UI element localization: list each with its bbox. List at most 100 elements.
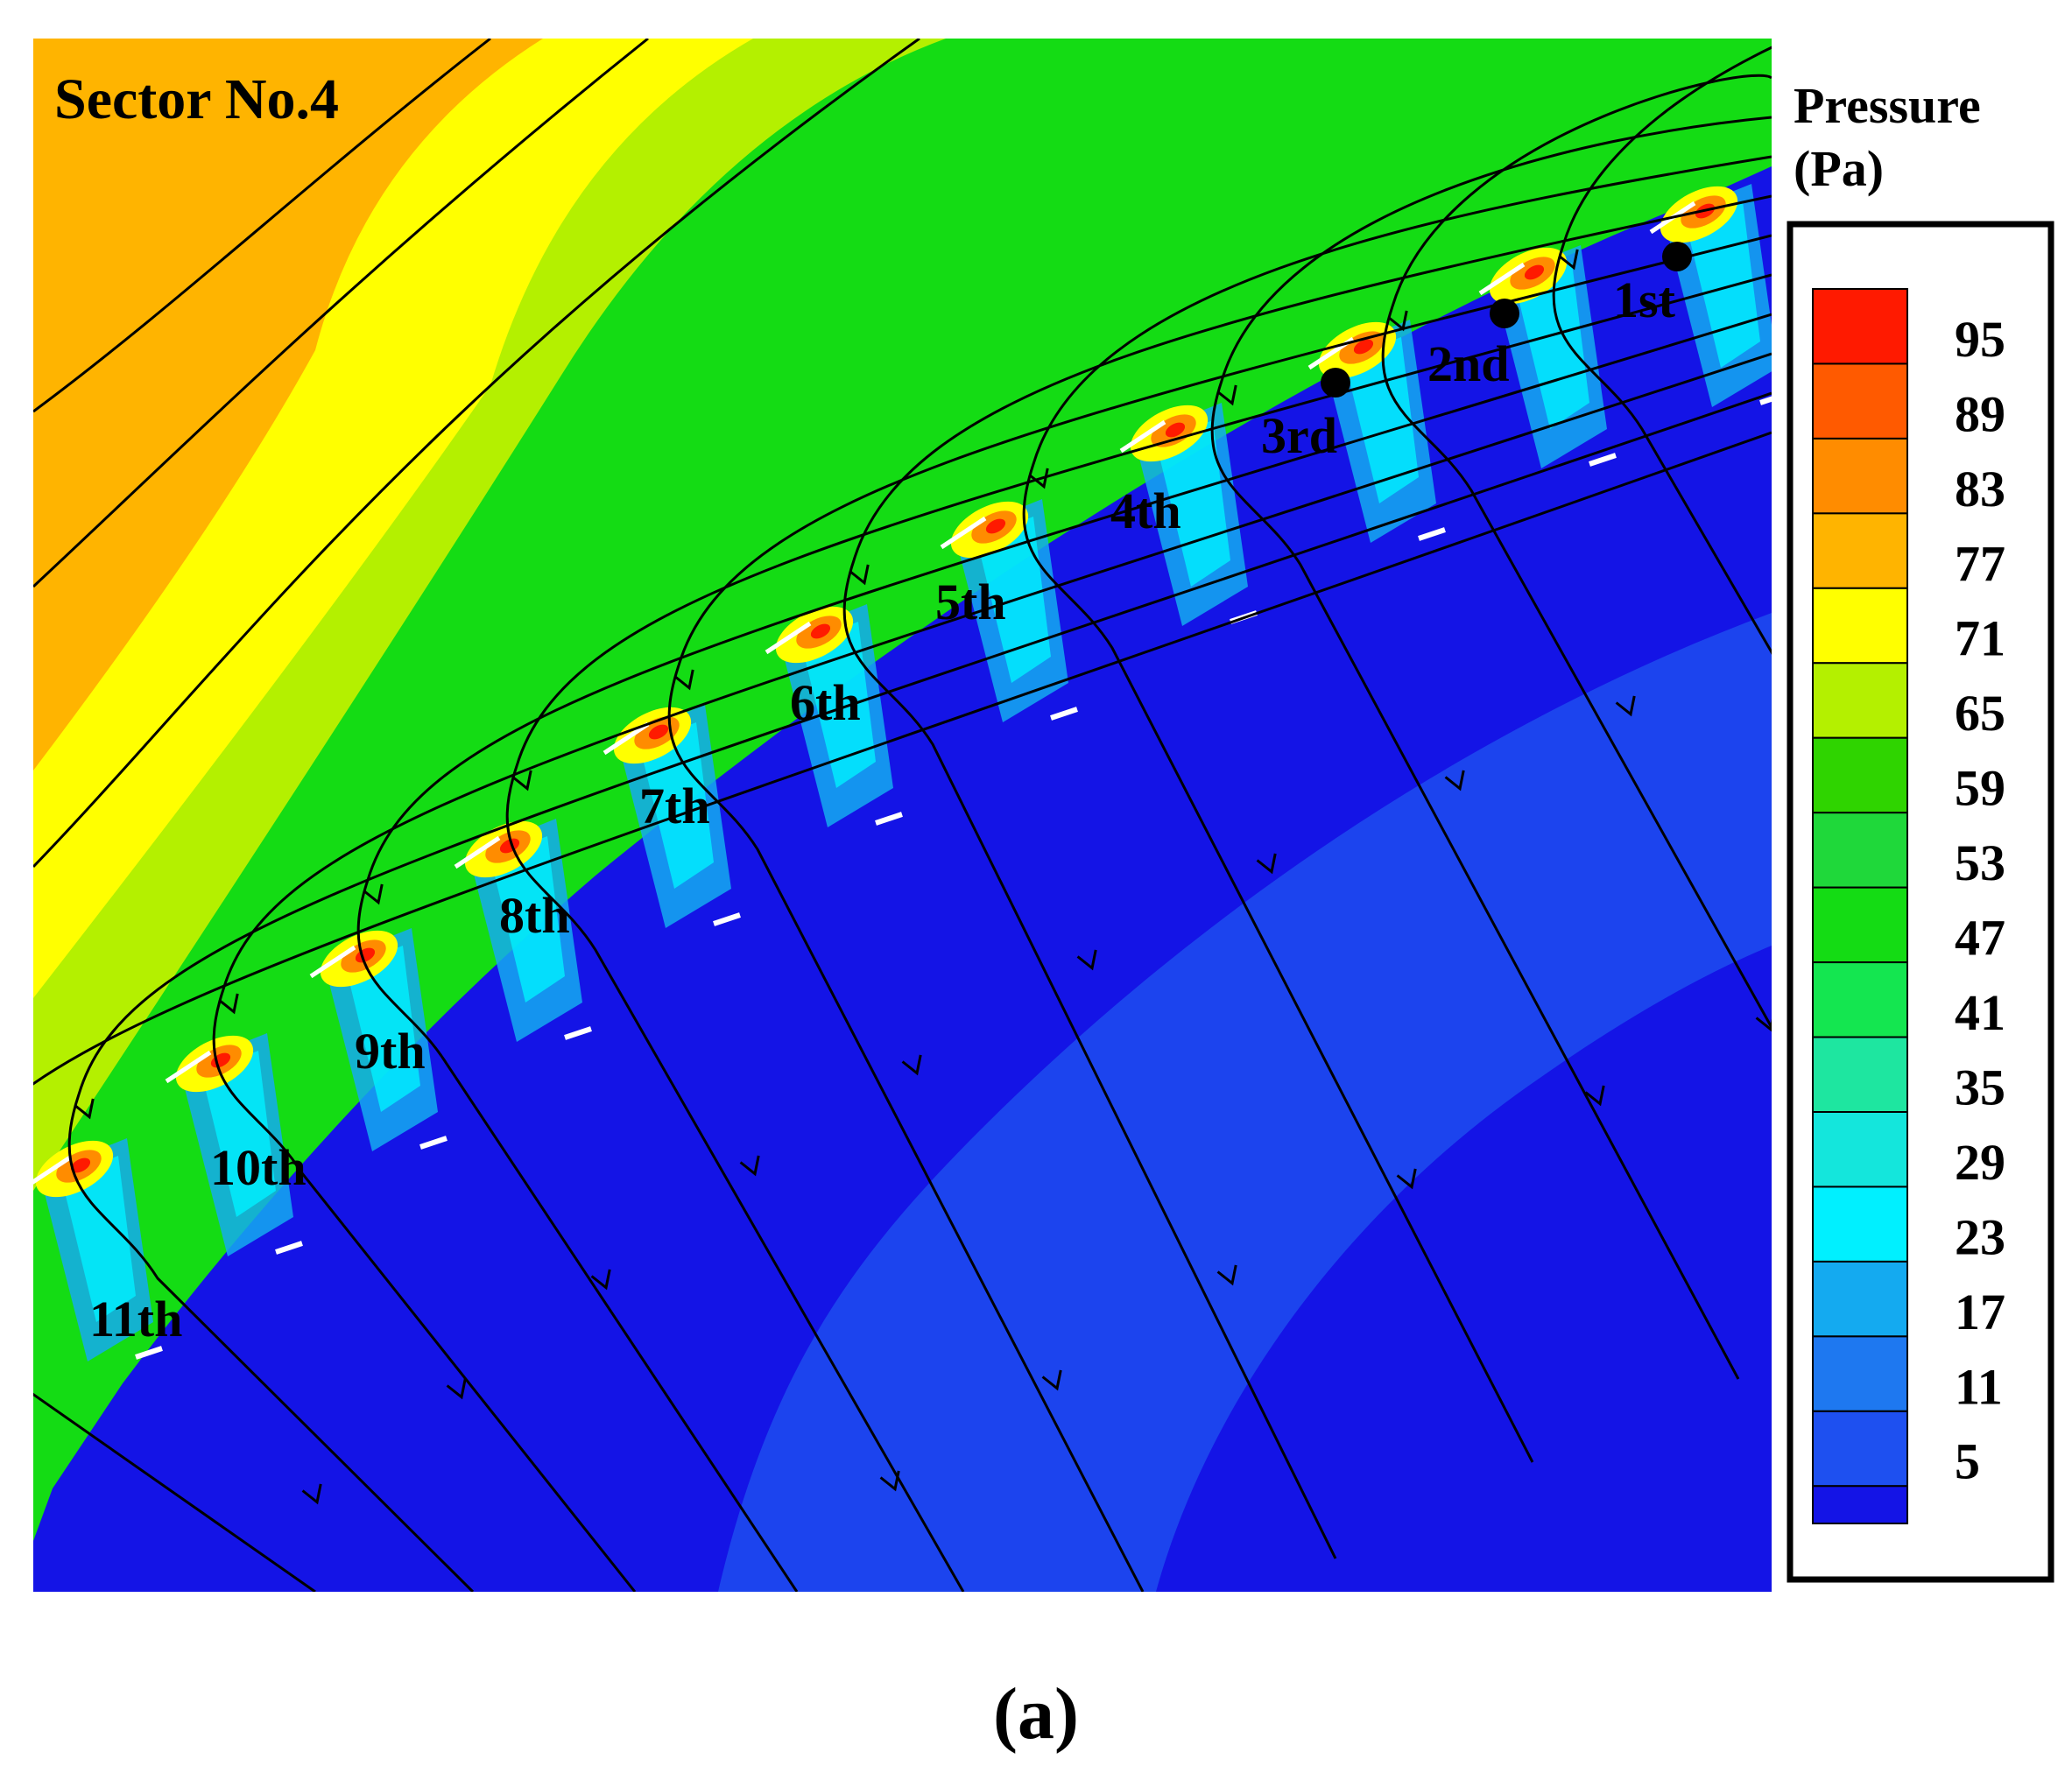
blade-edge <box>1119 419 1166 454</box>
blade-edge <box>33 1155 72 1185</box>
blade <box>603 705 741 928</box>
blade-edge <box>454 835 501 869</box>
blade-low-pressure <box>61 1156 136 1322</box>
legend-swatch <box>1812 886 1908 964</box>
pressure-legend: Pressure (Pa) 95 89 83 77 71 65 59 53 47 41 35 29 23… <box>1787 77 2054 1583</box>
streamline <box>667 234 1772 1592</box>
streamline-arrow <box>590 1269 611 1291</box>
blade-label: 7th <box>639 777 710 834</box>
streamline-arrow <box>1444 770 1465 792</box>
streamline-arrow <box>1558 249 1579 271</box>
streamline-arrow <box>849 564 870 586</box>
blade-label: 2nd <box>1427 335 1510 392</box>
blade-row <box>33 184 1772 1361</box>
legend-swatch <box>1812 437 1908 515</box>
legend-swatch <box>1812 1410 1908 1488</box>
blade <box>33 1138 163 1361</box>
streamline-outer <box>33 39 491 413</box>
blade-label: 6th <box>790 674 861 731</box>
legend-tick-label: 77 <box>1955 535 2005 592</box>
blade-edge <box>765 621 812 655</box>
stagnation-peak <box>1165 422 1186 438</box>
blade-low-pressure <box>346 946 420 1112</box>
streamline-arrow <box>1028 468 1049 489</box>
blade-edge <box>603 721 650 756</box>
legend-tick-label: 65 <box>1955 685 2005 742</box>
stagnation-peak <box>985 518 1006 534</box>
streamline-arrow <box>218 993 239 1015</box>
streamline <box>1022 155 1772 1463</box>
streamline-outer <box>33 39 649 588</box>
streamline-arrow <box>739 1155 760 1177</box>
legend-tick-label: 71 <box>1955 610 2005 667</box>
blade-label: 4th <box>1110 482 1181 539</box>
legend-swatch <box>1812 288 1908 365</box>
legend-swatch <box>1812 587 1908 665</box>
streamline-arrow <box>511 770 532 792</box>
blade-trailing-edge <box>135 1346 163 1360</box>
blade-label: 5th <box>935 573 1006 630</box>
blade-trailing-edge <box>1759 396 1772 405</box>
legend-swatch <box>1812 362 1908 440</box>
blade-label: 11th <box>89 1291 182 1347</box>
legend-swatch-bottom <box>1812 1485 1908 1524</box>
blade-low-pressure <box>1344 337 1419 503</box>
legend-tick-label: 5 <box>1955 1433 1980 1490</box>
streamline-arrow <box>901 1054 922 1076</box>
blade-trailing-edge <box>1418 527 1446 541</box>
legend-tick-label: 83 <box>1955 461 2005 517</box>
legend-tick-labels: 95 89 83 77 71 65 59 53 47 41 35 29 23 17 11 5 <box>1955 311 2005 1490</box>
streamline <box>505 273 1772 1592</box>
blade-low-pressure <box>1156 420 1230 587</box>
legend-swatch <box>1812 961 1908 1038</box>
blade-low-pressure <box>201 1051 276 1217</box>
legend-swatch <box>1812 1335 1908 1412</box>
streamline-arrow <box>1041 1369 1062 1391</box>
sector-label: Sector No.4 <box>54 67 339 131</box>
blade-trailing-edge <box>1050 707 1078 721</box>
start-point-marker <box>1662 242 1692 271</box>
contour-plot: 1st 2nd 3rd 4th 5th 6th 7th 8th 9th 10th 11th <box>33 39 1772 1592</box>
streamline-arrow <box>1076 949 1097 971</box>
blade <box>1478 245 1617 468</box>
blade-label: 9th <box>355 1023 426 1080</box>
legend-swatch <box>1812 1260 1908 1338</box>
blade-label: 3rd <box>1261 407 1337 464</box>
legend-tick-label: 59 <box>1955 760 2005 817</box>
streamline-arrow <box>1216 1264 1237 1286</box>
blade <box>454 819 592 1042</box>
legend-swatch <box>1812 1186 1908 1263</box>
blade-edge <box>165 1050 212 1084</box>
legend-tick-label: 35 <box>1955 1059 2005 1115</box>
streamline-arrow <box>879 1470 900 1492</box>
pressure-band-inner <box>718 613 1772 1592</box>
legend-swatch <box>1812 736 1908 814</box>
start-point-marker <box>1490 299 1519 328</box>
stagnation-peak <box>648 724 669 740</box>
blade-low-pressure <box>1515 263 1589 429</box>
legend-tick-label: 23 <box>1955 1208 2005 1265</box>
blade-trailing-edge <box>419 1136 448 1150</box>
blade-labels: 1st 2nd 3rd 4th 5th 6th 7th 8th 9th 10th 11th <box>89 271 1676 1347</box>
blade-trailing-edge <box>275 1241 303 1255</box>
blade-low-pressure <box>490 836 565 1003</box>
stagnation-peak <box>70 1157 91 1173</box>
stagnation-peak <box>810 623 831 639</box>
streamline-arrow <box>1216 384 1237 406</box>
blade-trailing-edge <box>1589 453 1617 467</box>
streamline-outer <box>33 39 920 869</box>
streamline <box>67 391 1772 1592</box>
streamline-arrow <box>446 1378 467 1400</box>
blade-edge <box>940 516 987 550</box>
blade-label: 8th <box>499 887 570 944</box>
legend-swatch <box>1812 812 1908 889</box>
stagnation-peak <box>1353 339 1374 355</box>
legend-tick-label: 17 <box>1955 1284 2005 1340</box>
legend-tick-label: 41 <box>1955 984 2005 1041</box>
legend-colorbar <box>1812 288 1908 1524</box>
blade <box>309 928 448 1151</box>
blade-trailing-edge <box>875 812 903 826</box>
legend-tick-label: 95 <box>1955 311 2005 368</box>
legend-swatch <box>1812 662 1908 739</box>
blade-trailing-edge <box>564 1026 592 1040</box>
